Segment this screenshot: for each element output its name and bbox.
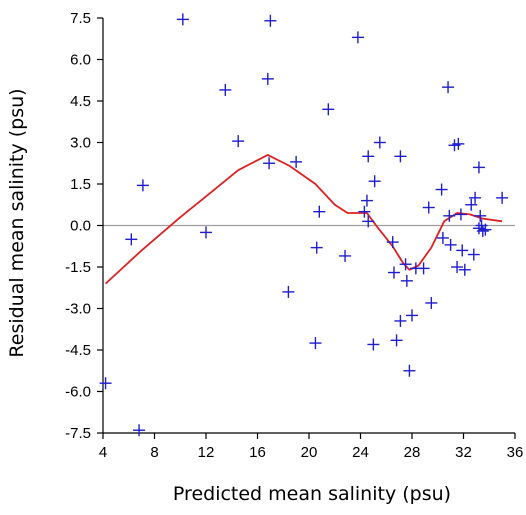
data-point: [99, 377, 112, 390]
y-tick-label: 1.5: [70, 176, 91, 193]
data-point: [458, 263, 471, 276]
data-point: [232, 135, 245, 148]
data-point: [322, 103, 335, 116]
data-point: [425, 296, 438, 309]
smooth-trend-line: [104, 153, 503, 285]
data-point: [290, 155, 303, 168]
y-tick-label: 0.0: [70, 218, 91, 235]
data-point: [496, 191, 509, 204]
data-point: [373, 136, 386, 149]
data-point: [474, 209, 487, 222]
data-point: [200, 226, 212, 239]
data-point: [386, 236, 399, 249]
data-point: [176, 13, 189, 26]
points-layer: [99, 13, 509, 437]
data-point: [452, 137, 465, 150]
data-point: [125, 233, 138, 246]
data-point: [367, 338, 380, 351]
data-point: [451, 261, 464, 273]
data-point: [465, 198, 478, 211]
data-point: [422, 201, 435, 214]
y-tick-label: -7.5: [65, 425, 91, 442]
y-tick-label: 7.5: [70, 10, 91, 27]
data-point: [435, 183, 448, 196]
data-point: [309, 337, 322, 350]
data-point: [263, 157, 276, 170]
data-point: [362, 215, 375, 228]
data-point: [390, 334, 403, 347]
x-tick-label: 36: [507, 444, 524, 461]
y-tick-label: -4.5: [65, 342, 91, 359]
data-point: [436, 231, 449, 244]
data-point: [400, 274, 413, 287]
y-tick-label: 6.0: [70, 52, 91, 69]
y-tick-label: -1.5: [65, 259, 91, 276]
data-point: [360, 194, 373, 207]
data-point: [339, 249, 352, 262]
data-point: [467, 248, 480, 261]
data-point: [219, 83, 232, 96]
data-point: [479, 223, 492, 236]
y-tick-label: -6.0: [65, 384, 91, 401]
x-axis-ticks: 4 8 12 16 20 24 28 32 36: [99, 433, 524, 461]
smooth-line-layer: [104, 153, 503, 285]
data-point: [313, 205, 326, 218]
data-point: [261, 72, 274, 85]
data-point: [362, 150, 375, 163]
data-point: [264, 14, 277, 27]
x-tick-label: 16: [249, 444, 266, 461]
x-tick-label: 20: [301, 444, 318, 461]
data-point: [133, 424, 146, 437]
data-point: [406, 309, 418, 322]
data-point: [136, 179, 149, 192]
y-tick-label: 4.5: [70, 93, 91, 110]
data-point: [387, 266, 400, 279]
x-tick-label: 12: [198, 444, 215, 461]
data-point: [282, 285, 295, 298]
data-point: [469, 191, 482, 204]
data-point: [417, 262, 430, 275]
y-axis-ticks: 7.5 6.0 4.5 3.0 1.5 0.0 -1.5 -3.0 -4.5 -6.0 -7.5: [65, 10, 103, 442]
y-tick-label: -3.0: [65, 301, 91, 318]
data-point: [444, 238, 457, 251]
y-tick-label: 3.0: [70, 135, 91, 152]
data-point: [472, 161, 485, 174]
data-point: [399, 258, 412, 271]
x-tick-label: 28: [404, 444, 421, 461]
data-point: [310, 241, 323, 254]
data-point: [394, 150, 407, 163]
x-tick-label: 24: [352, 444, 369, 461]
x-tick-label: 4: [99, 444, 107, 461]
data-point: [358, 205, 371, 218]
data-point: [368, 175, 381, 188]
data-point: [442, 81, 455, 94]
x-axis-title: Predicted mean salinity (psu): [173, 483, 451, 505]
data-point: [443, 209, 456, 222]
data-point: [456, 244, 469, 257]
data-point: [476, 225, 489, 238]
x-tick-label: 32: [455, 444, 472, 461]
x-tick-label: 8: [150, 444, 158, 461]
data-point: [394, 314, 407, 327]
data-point: [351, 31, 364, 44]
y-axis-title: Residual mean salinity (psu): [6, 88, 28, 357]
data-point: [454, 208, 467, 221]
data-point: [403, 364, 416, 377]
